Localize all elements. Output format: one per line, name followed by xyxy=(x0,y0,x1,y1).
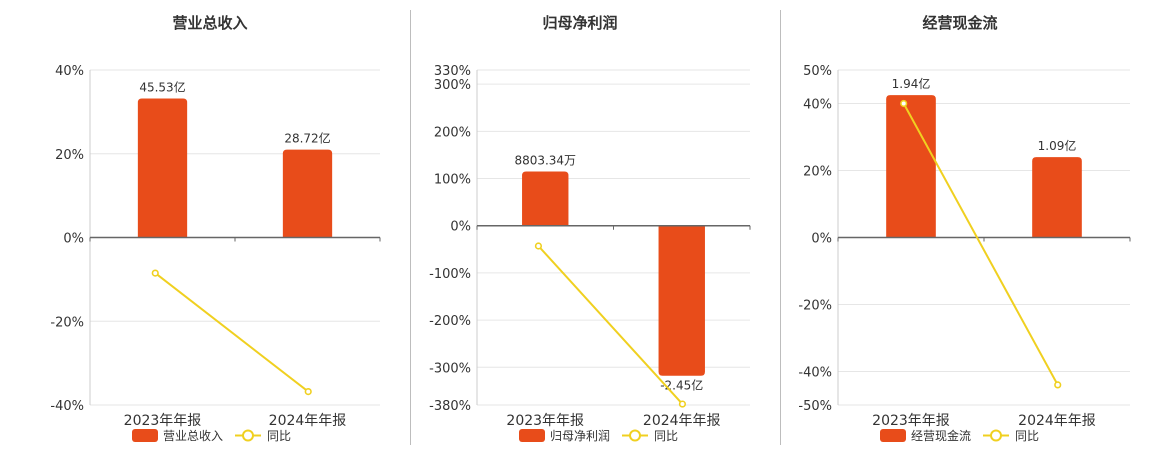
chart-1-yoy-point xyxy=(304,388,312,396)
chart-2-bar-data-label: -2.45亿 xyxy=(660,378,703,393)
chart-3-y-tick-label: -50% xyxy=(798,399,832,414)
chart-3-bar-data-label: 1.94亿 xyxy=(892,76,931,91)
chart-1-bar-data-label: 28.72亿 xyxy=(284,131,330,146)
chart-2-y-tick-label: -200% xyxy=(429,314,471,329)
chart-1-legend-bar-swatch xyxy=(132,429,158,442)
chart-2-bar xyxy=(522,171,569,226)
chart-3-yoy-line xyxy=(902,103,1059,386)
chart-1-yoy-point xyxy=(151,269,159,277)
chart-1-y-tick-label: 40% xyxy=(55,64,84,79)
chart-1-legend-line-label: 同比 xyxy=(267,429,291,443)
chart-2-y-tick-label: 200% xyxy=(434,125,471,140)
chart-2-y-tick-label: 330% xyxy=(434,64,471,79)
chart-3-x-category-label: 2023年年报 xyxy=(872,413,950,429)
chart-2-y-tick-label: 100% xyxy=(434,173,471,188)
chart-1-bar xyxy=(282,149,333,238)
chart-1-bar-data-label: 45.53亿 xyxy=(139,79,185,94)
chart-3-y-tick-label: -20% xyxy=(798,299,832,314)
chart-3-x-category-label: 2024年年报 xyxy=(1018,413,1096,429)
chart-3-legend-bar-label: 经营现金流 xyxy=(911,428,971,443)
chart-1-title: 营业总收入 xyxy=(172,14,247,32)
chart-3-bar xyxy=(1032,157,1082,238)
chart-2-x-category-label: 2023年年报 xyxy=(506,413,584,429)
chart-1-legend-line-marker xyxy=(242,429,254,442)
chart-1-y-tick-label: 0% xyxy=(63,232,84,247)
chart-3-legend-bar-swatch xyxy=(880,429,906,442)
chart-3-yoy-point xyxy=(1054,381,1062,389)
chart-1-yoy-line xyxy=(154,272,309,393)
chart-2-legend-line-label: 同比 xyxy=(654,429,678,443)
chart-2-title: 归母净利润 xyxy=(542,14,617,32)
chart-3-bar-data-label: 1.09亿 xyxy=(1038,138,1077,153)
chart-3-y-tick-label: 50% xyxy=(803,64,832,79)
chart-2-yoy-point xyxy=(534,242,543,250)
chart-1-legend-bar-label: 营业总收入 xyxy=(163,429,223,443)
chart-3-title: 经营现金流 xyxy=(922,14,997,32)
chart-2-y-tick-label: -300% xyxy=(429,361,471,376)
chart-2-y-tick-label: 0% xyxy=(450,220,471,235)
chart-3-y-tick-label: 0% xyxy=(811,232,832,247)
chart-3-legend-line-marker xyxy=(990,429,1002,442)
chart-1-y-tick-label: 20% xyxy=(55,148,84,163)
chart-3-y-tick-label: 20% xyxy=(803,165,832,180)
chart-1-y-tick-label: -40% xyxy=(50,399,84,414)
chart-3-legend-line-label: 同比 xyxy=(1015,429,1039,443)
chart-2-yoy-point xyxy=(678,400,687,408)
chart-2-legend-bar-swatch xyxy=(519,429,545,442)
chart-1-bar xyxy=(137,98,188,238)
chart-2-yoy-line xyxy=(537,245,684,405)
chart-2-y-tick-label: -380% xyxy=(429,399,471,414)
chart-2-bar xyxy=(658,225,705,376)
chart-2-legend-line-marker xyxy=(629,429,641,442)
chart-1-x-category-label: 2023年年报 xyxy=(124,413,202,429)
chart-3-y-tick-label: -40% xyxy=(798,366,832,381)
chart-3-yoy-point xyxy=(900,99,908,108)
chart-1-y-tick-label: -20% xyxy=(50,315,84,330)
chart-divider-2 xyxy=(780,10,781,445)
chart-2-bar-data-label: 8803.34万 xyxy=(514,153,576,167)
chart-2-x-category-label: 2024年年报 xyxy=(643,413,721,429)
chart-3-bar xyxy=(886,95,936,238)
chart-2-y-tick-label: 300% xyxy=(434,78,471,93)
chart-3-y-tick-label: 40% xyxy=(803,98,832,113)
chart-2-legend-bar-label: 归母净利润 xyxy=(550,429,610,443)
chart-2-y-tick-label: -100% xyxy=(429,267,471,282)
chart-1-x-category-label: 2024年年报 xyxy=(269,413,347,429)
chart-divider-1 xyxy=(410,10,411,445)
